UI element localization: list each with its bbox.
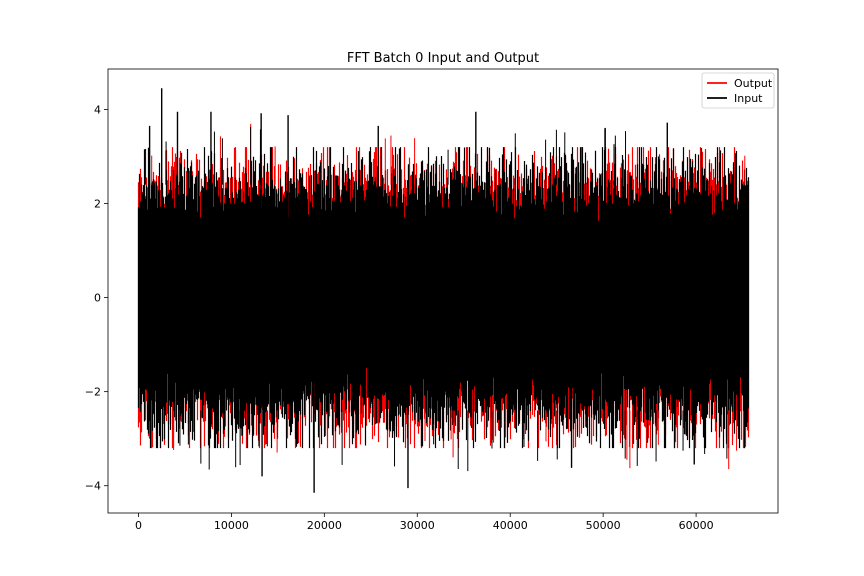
y-tick-label: 4 bbox=[94, 103, 101, 116]
legend: Output Input bbox=[701, 72, 775, 109]
series-group bbox=[137, 88, 750, 493]
x-tick-label: 10000 bbox=[214, 519, 249, 532]
x-tick-label: 30000 bbox=[400, 519, 435, 532]
y-axis: −4 −2 0 2 4 bbox=[85, 103, 108, 493]
legend-box bbox=[701, 72, 775, 109]
y-tick-label: 0 bbox=[94, 292, 101, 305]
series-line-input bbox=[137, 147, 750, 449]
legend-label-input: Input bbox=[734, 92, 763, 105]
x-tick-label: 60000 bbox=[679, 519, 714, 532]
x-tick-label: 20000 bbox=[307, 519, 342, 532]
x-tick-label: 0 bbox=[135, 519, 142, 532]
x-axis: 0 10000 20000 30000 40000 50000 60000 bbox=[135, 513, 714, 532]
chart-title: FFT Batch 0 Input and Output bbox=[347, 51, 539, 66]
y-tick-label: −4 bbox=[85, 480, 101, 493]
x-tick-label: 50000 bbox=[586, 519, 621, 532]
axes-frame bbox=[107, 68, 779, 514]
y-tick-label: −2 bbox=[85, 386, 101, 399]
legend-label-output: Output bbox=[734, 77, 773, 90]
x-tick-label: 40000 bbox=[493, 519, 528, 532]
plot-area bbox=[107, 68, 779, 514]
y-tick-label: 2 bbox=[94, 198, 101, 211]
